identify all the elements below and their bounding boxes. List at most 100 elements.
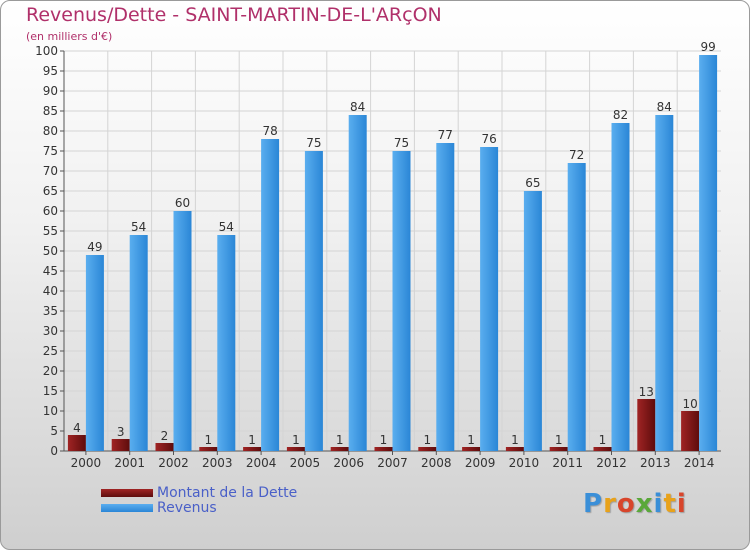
proxiti-logo: Proxiti: [583, 489, 687, 519]
y-tick-label: 0: [50, 444, 58, 458]
data-label-revenue-2006: 84: [350, 100, 365, 114]
bar-revenue-2003: [217, 235, 236, 451]
legend-label-revenue: Revenus: [157, 500, 217, 516]
data-label-debt-2007: 1: [380, 433, 388, 447]
x-tick-label-2014: 2014: [684, 456, 715, 470]
logo-letter: P: [583, 489, 604, 519]
x-tick-labels: 2000 2001 2002 2003 2004 2005 2006 2007 2008 2009…: [71, 456, 715, 470]
y-tick-label: 70: [43, 164, 58, 178]
y-tick-label: 35: [43, 304, 58, 318]
logo-letter: x: [635, 489, 654, 519]
y-tick-label: 5: [50, 424, 58, 438]
data-label-debt-2002: 2: [161, 429, 169, 443]
y-tick-label: 55: [43, 224, 58, 238]
bar-revenue-2001: [129, 235, 148, 451]
bar-revenue-2000: [85, 255, 104, 451]
data-labels: 4 49 3 54 2 60 1 54 1 78 1 75 1 84 1 75 1 77 1 76 1 65 1 72 1 82 1…: [73, 40, 716, 447]
data-label-revenue-2011: 72: [569, 148, 584, 162]
bar-revenue-2011: [567, 163, 586, 451]
data-label-revenue-2000: 49: [87, 240, 102, 254]
legend-swatch-debt: [101, 489, 153, 497]
y-tick-label: 30: [43, 324, 58, 338]
data-label-revenue-2012: 82: [613, 108, 628, 122]
data-label-debt-2000: 4: [73, 421, 81, 435]
x-tick-label-2008: 2008: [421, 456, 452, 470]
y-tick-label: 10: [43, 404, 58, 418]
logo-letter: r: [603, 489, 617, 519]
data-label-revenue-2007: 75: [394, 136, 409, 150]
y-tick-label: 20: [43, 364, 58, 378]
y-tick-label: 65: [43, 184, 58, 198]
data-label-debt-2005: 1: [292, 433, 300, 447]
bar-revenue-2014: [699, 55, 718, 451]
y-tick-label: 40: [43, 284, 58, 298]
bar-revenue-2005: [304, 151, 323, 451]
x-tick-label-2009: 2009: [465, 456, 496, 470]
x-tick-label-2002: 2002: [158, 456, 189, 470]
data-label-debt-2011: 1: [555, 433, 563, 447]
logo-letter: i: [653, 489, 664, 519]
bar-debt-2012: [593, 447, 612, 451]
y-tick-label: 95: [43, 64, 58, 78]
bar-debt-2007: [374, 447, 393, 451]
data-label-revenue-2002: 60: [175, 196, 190, 210]
data-label-revenue-2001: 54: [131, 220, 146, 234]
data-label-revenue-2003: 54: [219, 220, 234, 234]
logo-letter: o: [616, 489, 636, 519]
bar-debt-2006: [330, 447, 349, 451]
bars: [67, 55, 718, 451]
y-tick-label: 90: [43, 84, 58, 98]
x-tick-label-2004: 2004: [246, 456, 277, 470]
data-label-debt-2003: 1: [204, 433, 212, 447]
bar-debt-2003: [199, 447, 218, 451]
bar-debt-2013: [637, 399, 656, 451]
data-label-revenue-2004: 78: [262, 124, 277, 138]
data-label-revenue-2014: 99: [700, 40, 715, 54]
x-tick-label-2012: 2012: [596, 456, 627, 470]
bar-debt-2000: [67, 435, 86, 451]
data-label-debt-2010: 1: [511, 433, 519, 447]
y-tick-label: 80: [43, 124, 58, 138]
bar-revenue-2013: [655, 115, 674, 451]
bar-revenue-2007: [392, 151, 411, 451]
data-label-debt-2006: 1: [336, 433, 344, 447]
chart-subtitle: (en milliers d'€): [26, 30, 113, 43]
legend-swatch-revenue: [101, 504, 153, 512]
x-tick-label-2003: 2003: [202, 456, 233, 470]
bar-revenue-2008: [436, 143, 455, 451]
x-tick-label-2007: 2007: [377, 456, 408, 470]
data-label-debt-2008: 1: [423, 433, 431, 447]
bar-debt-2008: [418, 447, 437, 451]
bar-revenue-2004: [261, 139, 280, 451]
bar-debt-2001: [111, 439, 130, 451]
data-label-revenue-2005: 75: [306, 136, 321, 150]
y-tick-labels: 0 5 10 15 20 25 30 35 40 45 50 55 60 65 70 75 80 85 90 95 10…: [35, 44, 58, 458]
bar-revenue-2010: [523, 191, 542, 451]
bar-revenue-2002: [173, 211, 192, 451]
bar-revenue-2012: [611, 123, 630, 451]
bar-debt-2010: [505, 447, 524, 451]
bar-debt-2011: [549, 447, 568, 451]
logo-letter: i: [676, 489, 687, 519]
y-tick-label: 25: [43, 344, 58, 358]
data-label-debt-2009: 1: [467, 433, 475, 447]
bar-debt-2009: [462, 447, 481, 451]
data-label-revenue-2008: 77: [438, 128, 453, 142]
data-label-revenue-2010: 65: [525, 176, 540, 190]
x-tick-label-2005: 2005: [290, 456, 321, 470]
data-label-debt-2001: 3: [117, 425, 125, 439]
data-label-revenue-2013: 84: [657, 100, 672, 114]
x-tick-label-2010: 2010: [509, 456, 540, 470]
x-tick-label-2006: 2006: [333, 456, 364, 470]
y-tick-label: 45: [43, 264, 58, 278]
bar-debt-2005: [286, 447, 305, 451]
x-tick-label-2013: 2013: [640, 456, 671, 470]
chart-title: Revenus/Dette - SAINT-MARTIN-DE-L'ARçON: [26, 4, 442, 26]
data-label-debt-2014: 10: [682, 397, 697, 411]
y-tick-label: 60: [43, 204, 58, 218]
y-tick-label: 85: [43, 104, 58, 118]
data-label-debt-2004: 1: [248, 433, 256, 447]
data-label-revenue-2009: 76: [481, 132, 496, 146]
